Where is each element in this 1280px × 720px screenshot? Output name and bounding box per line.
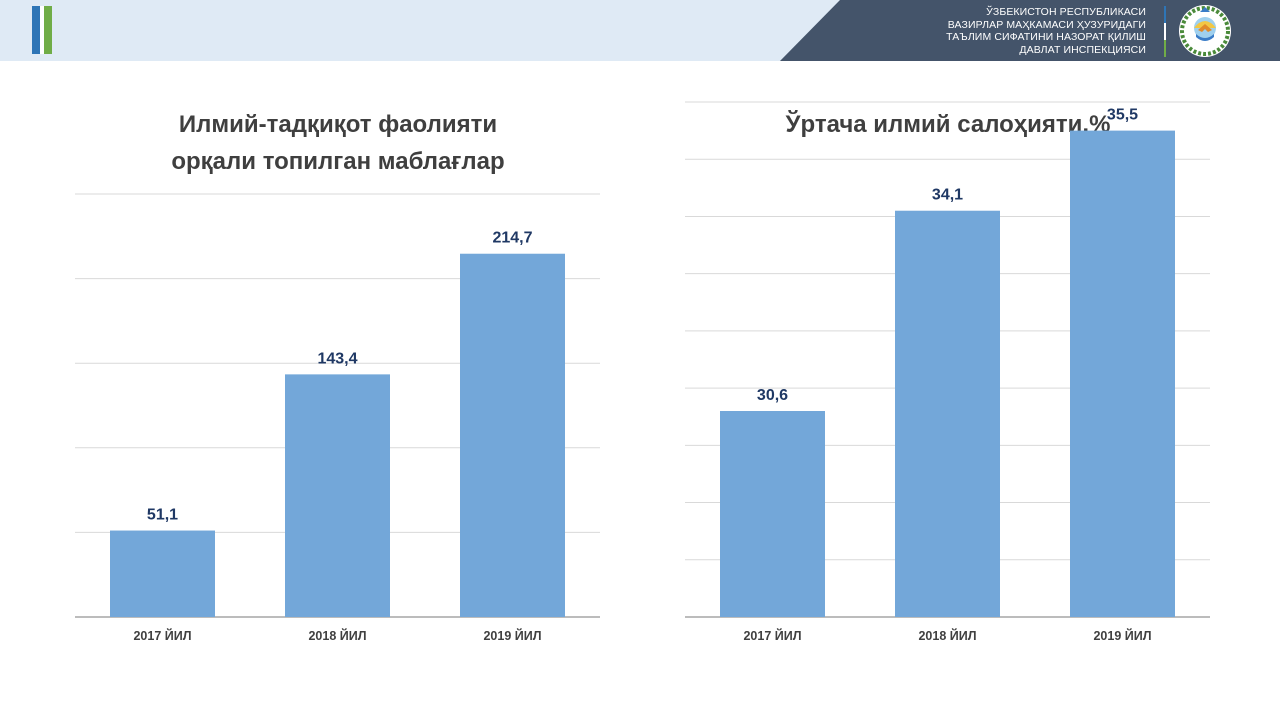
chart-1-category-label: 2019 ЙИЛ bbox=[483, 628, 541, 643]
chart-1-title-line: орқали топилган маблағлар bbox=[171, 148, 505, 175]
chart-1-title-line: Илмий-тадқиқот фаолияти bbox=[178, 111, 498, 138]
chart-1-value-label: 214,7 bbox=[492, 230, 532, 247]
uzbekistan-emblem-icon bbox=[1179, 5, 1231, 57]
chart-1-category-label: 2017 ЙИЛ bbox=[133, 628, 191, 643]
chart-2-title: Ўртача илмий салоҳияти,% bbox=[686, 106, 1210, 143]
chart-2-value-label: 35,5 bbox=[1107, 107, 1138, 124]
org-line: ТАЪЛИМ СИФАТИНИ НАЗОРАТ ҚИЛИШ bbox=[946, 31, 1146, 43]
org-line: ЎЗБЕКИСТОН РЕСПУБЛИКАСИ bbox=[986, 6, 1146, 18]
chart-2-bar bbox=[720, 411, 825, 617]
chart-2-bar bbox=[895, 210, 1000, 617]
flag-separator bbox=[1164, 6, 1167, 58]
brand-stripes bbox=[32, 6, 52, 54]
org-line: ВАЗИРЛАР МАҲКАМАСИ ҲУЗУРИДАГИ bbox=[947, 18, 1146, 31]
chart-1-bar bbox=[285, 374, 390, 617]
chart-1-category-label: 2018 ЙИЛ bbox=[308, 628, 366, 643]
chart-2-category-label: 2017 ЙИЛ bbox=[743, 628, 801, 643]
chart-2-category-label: 2019 ЙИЛ bbox=[1093, 628, 1151, 643]
chart-1-title: Илмий-тадқиқот фаолияти орқали топилган … bbox=[76, 106, 600, 180]
chart-2-value-label: 30,6 bbox=[757, 387, 788, 404]
org-line: ДАВЛАТ ИНСПЕКЦИЯСИ bbox=[1019, 43, 1146, 56]
organization-name: ЎЗБЕКИСТОН РЕСПУБЛИКАСИ ВАЗИРЛАР МАҲКАМА… bbox=[846, 6, 1146, 56]
chart-1-bar bbox=[110, 530, 215, 617]
chart-2-category-label: 2018 ЙИЛ bbox=[918, 628, 976, 643]
chart-1-value-label: 51,1 bbox=[147, 507, 178, 524]
chart-2-title-line: Ўртача илмий салоҳияти,% bbox=[785, 111, 1111, 138]
chart-2-bar bbox=[1070, 130, 1175, 617]
chart-2-value-label: 34,1 bbox=[932, 187, 963, 204]
chart-1: 51,1 2017 ЙИЛ 143,4 2018 ЙИЛ 214,7 2019 ЙИЛ bbox=[75, 193, 600, 643]
chart-1-bar bbox=[460, 253, 565, 617]
chart-1-value-label: 143,4 bbox=[317, 350, 357, 367]
